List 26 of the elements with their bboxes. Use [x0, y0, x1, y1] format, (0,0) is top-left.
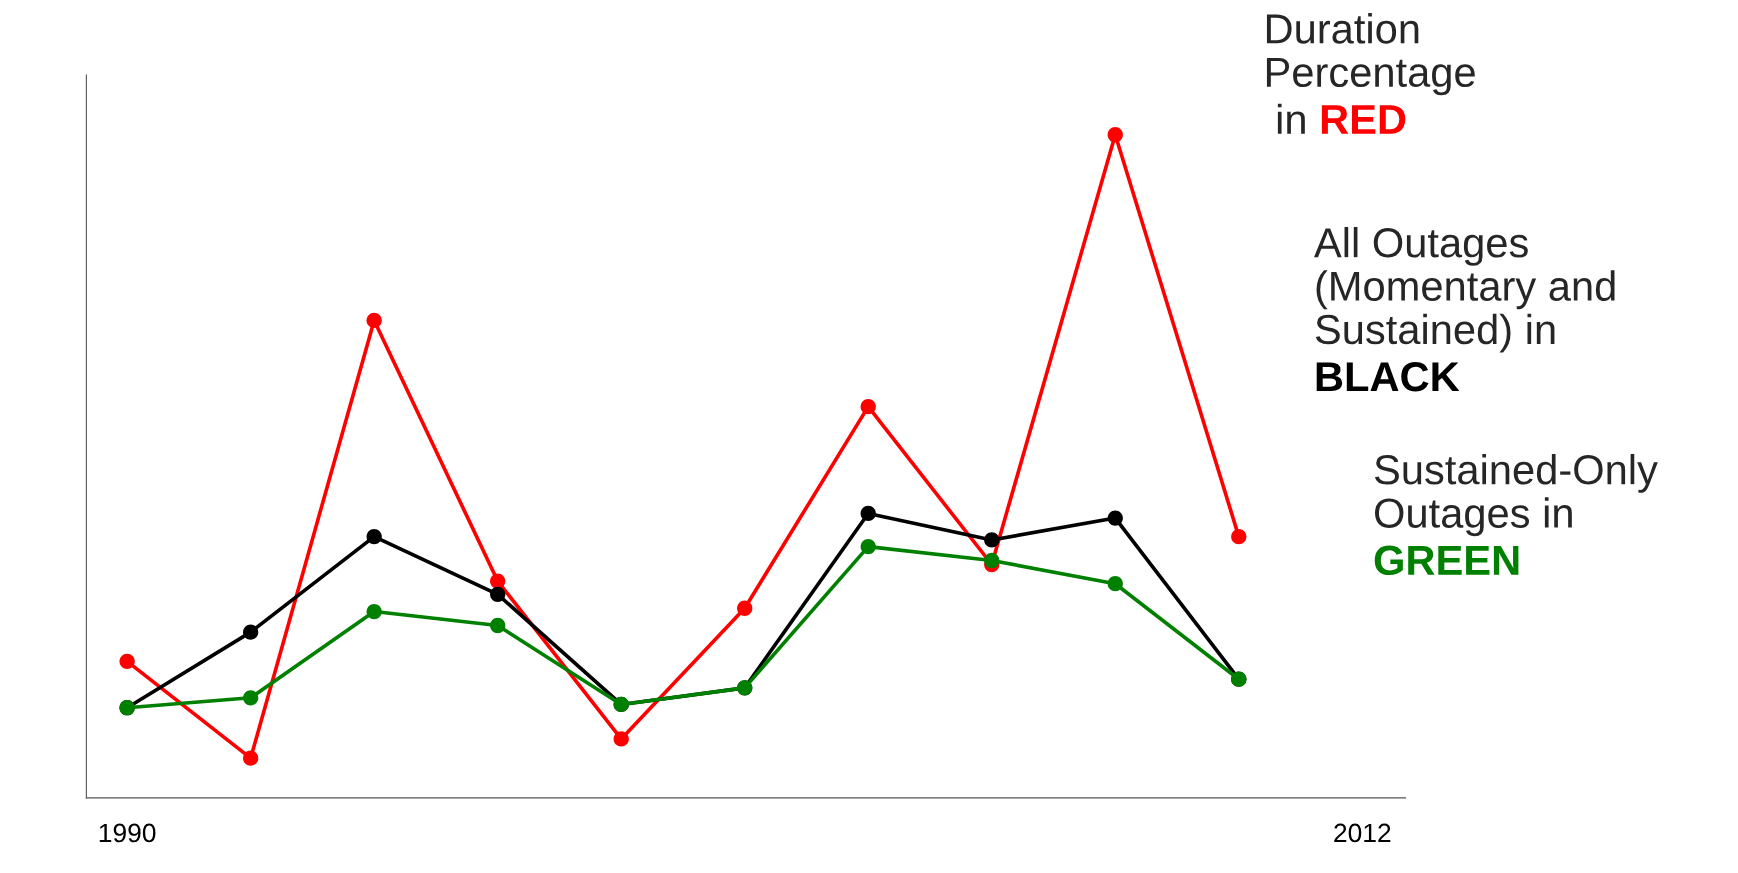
point — [490, 573, 506, 589]
point — [490, 617, 506, 634]
text: Duration Percentage in RED — [1266, 13, 1475, 134]
point — [243, 750, 259, 766]
point — [119, 653, 135, 669]
text: Sustained-Only Outages in GREEN — [1374, 453, 1658, 576]
point — [613, 731, 629, 747]
point — [1107, 510, 1123, 526]
point — [490, 586, 506, 602]
point — [243, 690, 259, 706]
point — [1231, 529, 1247, 545]
point — [860, 538, 876, 555]
point — [366, 529, 382, 545]
point — [860, 399, 876, 415]
point — [737, 600, 753, 616]
point — [984, 552, 1000, 569]
point — [243, 624, 259, 640]
point — [860, 505, 876, 522]
point — [984, 532, 1000, 548]
x-tick-label: 1990 — [99, 823, 156, 843]
point — [1107, 127, 1123, 143]
point — [366, 603, 382, 620]
x-tick-label: 2012 — [1334, 823, 1391, 843]
point — [1107, 576, 1123, 592]
point — [366, 312, 382, 329]
text: All Outages (Momentary and Sustained) in BLACK — [1314, 226, 1615, 392]
